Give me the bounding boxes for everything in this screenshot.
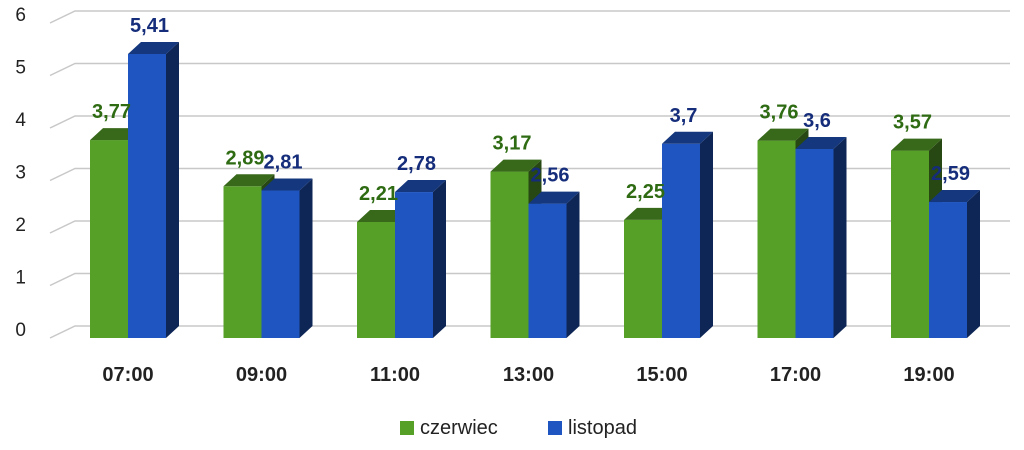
bar-listopad-07:00 [128,41,179,338]
legend-label: listopad [568,417,637,439]
bar-listopad-13:00 [528,191,580,338]
x-tick-label: 13:00 [503,364,554,386]
legend: czerwiec listopad [400,417,637,439]
y-tick-label: 5 [15,58,26,79]
gridlines [49,10,1010,339]
data-label-listopad-15:00: 3,7 [670,105,698,127]
y-tick-label: 3 [15,163,26,184]
bars [90,41,980,338]
data-label-czerwiec-13:00: 3,17 [493,133,532,155]
bar-listopad-19:00 [929,190,980,338]
x-tick-label: 09:00 [236,364,287,386]
bar-listopad-17:00 [795,137,847,338]
legend-item-listopad: listopad [548,417,637,439]
data-label-listopad-11:00: 2,78 [397,153,436,175]
y-axis-ticks: 0 1 2 3 4 5 6 [15,5,26,341]
data-label-czerwiec-19:00: 3,57 [893,112,932,134]
legend-swatch [400,421,414,435]
y-tick-label: 2 [15,215,26,236]
legend-swatch [548,421,562,435]
y-tick-label: 6 [15,5,26,26]
x-axis-ticks: 07:00 09:00 11:00 13:00 15:00 17:00 19:00 [102,364,954,386]
data-label-listopad-13:00: 2,56 [531,165,570,187]
bar-listopad-11:00 [395,180,446,338]
x-tick-label: 19:00 [903,364,954,386]
data-labels: 3,77 5,41 2,89 2,81 2,21 2,78 3,17 2,56 2,25 3,7 3… [92,15,970,205]
data-label-listopad-19:00: 2,59 [931,163,970,185]
legend-label: czerwiec [420,417,498,439]
bar-listopad-09:00 [261,178,313,338]
data-label-listopad-07:00: 5,41 [130,15,169,37]
data-label-czerwiec-11:00: 2,21 [359,183,398,205]
x-tick-label: 07:00 [102,364,153,386]
bar-listopad-15:00 [662,131,713,338]
y-tick-label: 4 [15,110,26,131]
y-tick-label: 1 [15,268,26,289]
gridline-6 [49,10,1010,24]
x-tick-label: 15:00 [636,364,687,386]
x-tick-label: 17:00 [770,364,821,386]
data-label-czerwiec-07:00: 3,77 [92,101,131,123]
gridline-5 [49,62,1010,77]
y-tick-label: 0 [15,320,26,341]
x-tick-label: 11:00 [370,364,420,386]
data-label-listopad-09:00: 2,81 [264,151,303,173]
data-label-czerwiec-09:00: 2,89 [226,147,265,169]
gridline-4 [49,115,1010,129]
data-label-listopad-17:00: 3,6 [803,110,831,132]
data-label-czerwiec-17:00: 3,76 [760,102,799,124]
legend-item-czerwiec: czerwiec [400,417,498,439]
data-label-czerwiec-15:00: 2,25 [626,181,665,203]
